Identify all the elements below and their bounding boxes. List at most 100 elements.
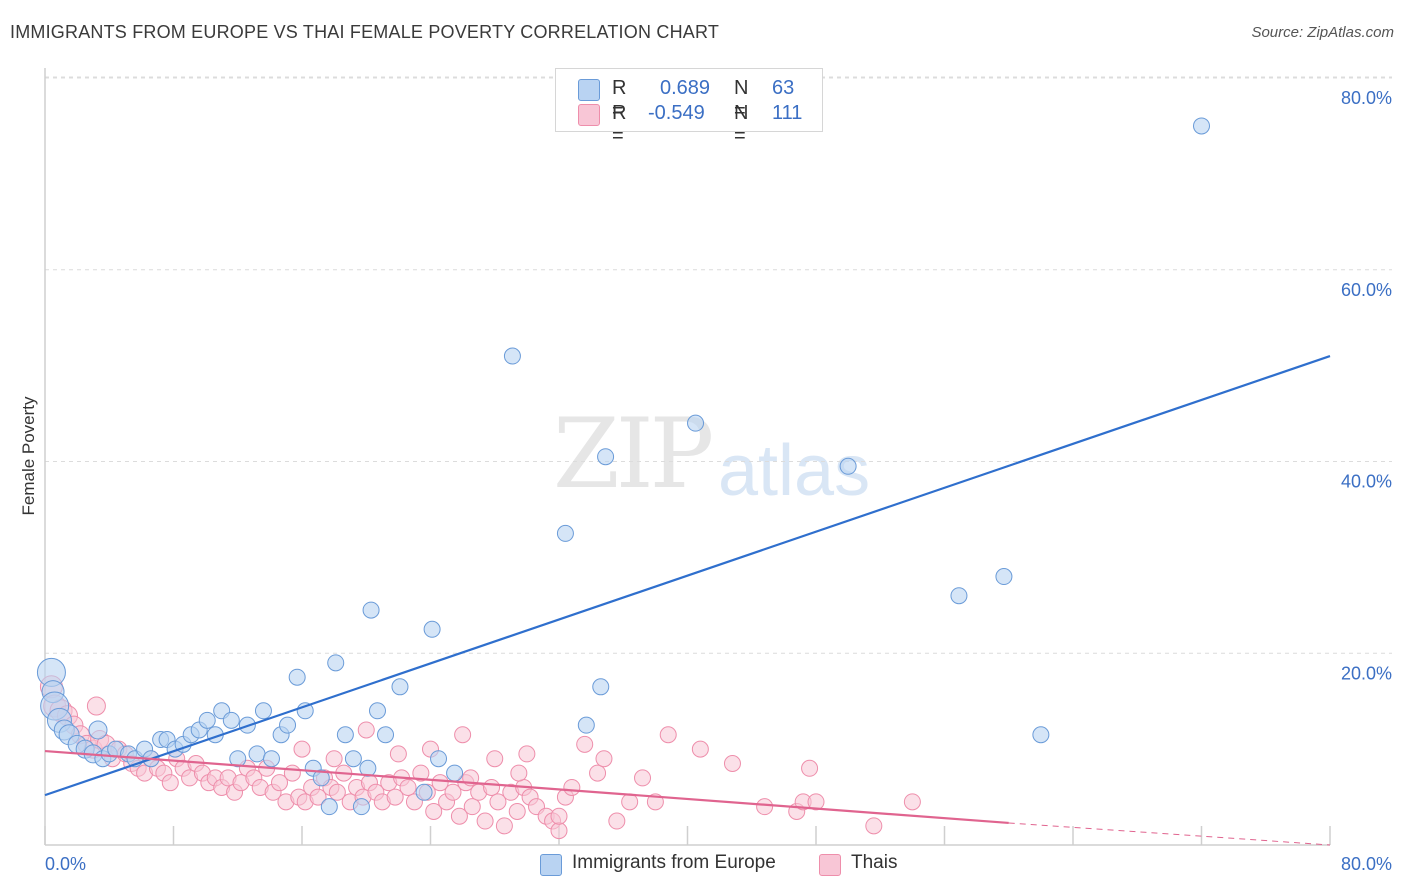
immigrants-points: [36, 117, 1210, 816]
thais-point: [608, 812, 626, 830]
thais-point: [508, 802, 526, 820]
legend-r-value: 0.689: [660, 77, 711, 99]
thais-point: [476, 812, 494, 830]
thais-point: [309, 788, 327, 806]
immigrants-point: [950, 587, 968, 605]
immigrants-point: [423, 620, 441, 638]
immigrants-point: [577, 716, 595, 734]
thais-point: [903, 793, 921, 811]
thais-point: [328, 783, 346, 801]
legend-r-label: R =: [612, 77, 627, 122]
thais-point: [589, 764, 607, 782]
thais-point: [454, 726, 472, 744]
thais-point: [723, 755, 741, 773]
chart-source: Source: ZipAtlas.com: [1251, 24, 1394, 41]
immigrants-point: [327, 654, 345, 672]
thais-point: [325, 750, 343, 768]
thais-point: [691, 740, 709, 758]
thais-point: [595, 750, 613, 768]
immigrants-point: [391, 678, 409, 696]
y-tick-label: 20.0%: [1341, 663, 1392, 683]
thais-point: [576, 735, 594, 753]
thais-point: [563, 778, 581, 796]
thais-point: [495, 817, 513, 835]
y-tick-label: 40.0%: [1341, 472, 1392, 492]
legend-n-label: N =: [734, 77, 749, 122]
bottom-legend-swatch-pink: [819, 854, 841, 876]
thais-point: [399, 778, 417, 796]
thais-point: [389, 745, 407, 763]
thais-point: [450, 807, 468, 825]
immigrants-point: [687, 414, 705, 432]
thais-point: [634, 769, 652, 787]
thais-point: [483, 778, 501, 796]
thais-point: [271, 774, 289, 792]
immigrants-point: [839, 457, 857, 475]
immigrants-point: [88, 720, 108, 740]
thais-point: [431, 774, 449, 792]
immigrants-point: [344, 750, 362, 768]
immigrants-point: [254, 702, 272, 720]
thais-point: [463, 798, 481, 816]
immigrants-point: [312, 769, 330, 787]
y-axis-title: Female Poverty: [19, 396, 38, 516]
immigrants-point: [288, 668, 306, 686]
legend-n-value: 111: [772, 102, 803, 124]
thais-point: [486, 750, 504, 768]
immigrants-point: [995, 568, 1013, 586]
correlation-legend: R = 0.689 N = 63 R = -0.549 N = 111: [555, 68, 823, 147]
legend-n-label: N =: [734, 102, 749, 147]
x-tick-label: 0.0%: [45, 854, 86, 874]
immigrants-point: [503, 347, 521, 365]
immigrants-point: [352, 798, 370, 816]
trend-lines: [44, 354, 1331, 846]
chart-title: IMMIGRANTS FROM EUROPE VS THAI FEMALE PO…: [10, 22, 720, 42]
thais-point: [801, 759, 819, 777]
legend-swatch-blue: [578, 79, 600, 101]
immigrants-point: [336, 726, 354, 744]
immigrants-point: [1193, 117, 1210, 135]
immigrants-trend-line: [44, 354, 1331, 797]
thais-point: [621, 793, 639, 811]
legend-r-value: -0.549: [648, 102, 705, 124]
immigrants-point: [415, 783, 433, 801]
thais-point: [86, 696, 106, 716]
thais-point: [550, 822, 568, 840]
thais-point: [412, 764, 430, 782]
grid-lines: [45, 76, 1392, 654]
thais-point: [510, 764, 528, 782]
thais-point: [293, 740, 311, 758]
immigrants-point: [279, 716, 297, 734]
axis-labels: 20.0% 40.0% 60.0% 80.0% 0.0% 80.0% Female Pove…: [19, 88, 1392, 874]
thais-point: [161, 774, 179, 792]
watermark-zip: ZIP: [553, 398, 714, 510]
thais-point: [518, 745, 536, 763]
bottom-legend-label: Immigrants from Europe: [572, 852, 776, 873]
legend-swatch-pink: [578, 104, 600, 126]
immigrants-point: [368, 702, 386, 720]
immigrants-point: [362, 601, 380, 619]
immigrants-point: [430, 750, 448, 768]
bottom-legend-swatch-blue: [540, 854, 562, 876]
legend-r-label: R =: [612, 102, 627, 147]
legend-n-value: 63: [772, 77, 795, 99]
immigrants-point: [592, 678, 610, 696]
immigrants-point: [377, 726, 395, 744]
x-tick-label: 80.0%: [1341, 854, 1392, 874]
immigrants-point: [1032, 726, 1050, 744]
immigrants-point: [320, 798, 338, 816]
thais-point: [386, 788, 404, 806]
bottom-legend-label: Thais: [851, 852, 898, 873]
immigrants-point: [198, 711, 216, 729]
immigrants-point: [222, 711, 240, 729]
thais-point: [283, 764, 301, 782]
thais-point: [489, 793, 507, 811]
y-tick-label: 60.0%: [1341, 280, 1392, 300]
thais-point: [444, 783, 462, 801]
immigrants-point: [446, 764, 464, 782]
immigrants-point: [359, 759, 377, 777]
y-tick-label: 80.0%: [1341, 88, 1392, 108]
thais-trend-line: [44, 749, 1009, 825]
immigrants-point: [229, 750, 247, 768]
